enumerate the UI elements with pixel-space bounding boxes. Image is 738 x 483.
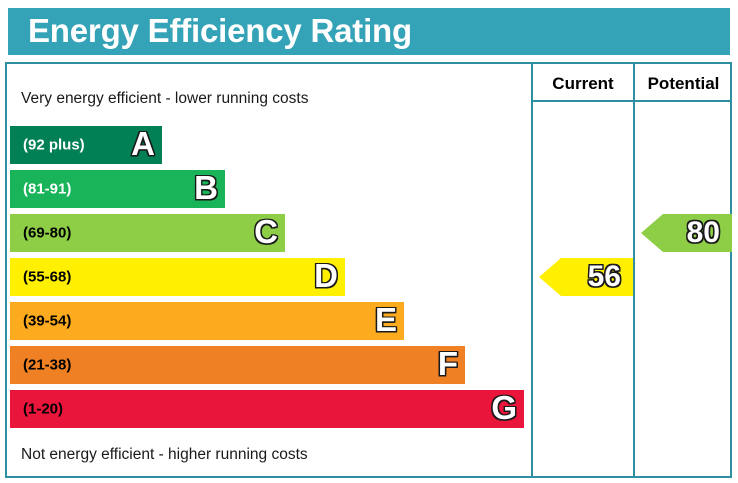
band-letter-a: A <box>130 125 155 163</box>
column-header-rule <box>531 100 732 102</box>
column-divider-current <box>531 64 533 476</box>
band-range-label: (1-20) <box>23 400 64 418</box>
band-range-label: (21-38) <box>23 356 72 374</box>
band-bar-g: (1-20) G <box>10 390 524 428</box>
page-title: Energy Efficiency Rating <box>28 11 412 49</box>
column-divider-potential <box>633 64 635 476</box>
rating-value-current: 56 <box>587 260 622 293</box>
band-bar-f: (21-38) F <box>10 346 465 384</box>
band-bar-a: (92 plus) A <box>10 126 162 164</box>
band-range-label: (55-68) <box>23 268 72 286</box>
band-list: (92 plus) A (81-91) B (69-80) C (55-68) D (39-54… <box>7 64 531 476</box>
rating-arrow-current: 56 <box>539 258 633 296</box>
band-range-label: (92 plus) <box>23 136 85 154</box>
rating-value-potential: 80 <box>686 216 721 249</box>
band-range-label: (81-91) <box>23 180 72 198</box>
band-letter-g: G <box>491 389 518 427</box>
band-letter-f: F <box>437 345 459 383</box>
band-range-label: (69-80) <box>23 224 72 242</box>
band-bar-e: (39-54) E <box>10 302 404 340</box>
band-bar-d: (55-68) D <box>10 258 345 296</box>
column-header-potential: Potential <box>647 74 720 93</box>
caption-inefficient: Not energy efficient - higher running co… <box>21 446 308 463</box>
band-letter-d: D <box>313 257 338 295</box>
band-letter-e: E <box>374 301 398 339</box>
band-letter-b: B <box>193 169 218 207</box>
chart-body: Very energy efficient - lower running co… <box>5 62 732 478</box>
band-bar-b: (81-91) B <box>10 170 225 208</box>
caption-efficient: Very energy efficient - lower running co… <box>21 90 309 107</box>
chart-title-bar: Energy Efficiency Rating <box>8 8 730 55</box>
band-range-label: (39-54) <box>23 312 72 330</box>
band-bar-c: (69-80) C <box>10 214 285 252</box>
rating-arrow-potential: 80 <box>641 214 732 252</box>
column-header-current: Current <box>552 74 614 93</box>
band-letter-c: C <box>253 213 278 251</box>
